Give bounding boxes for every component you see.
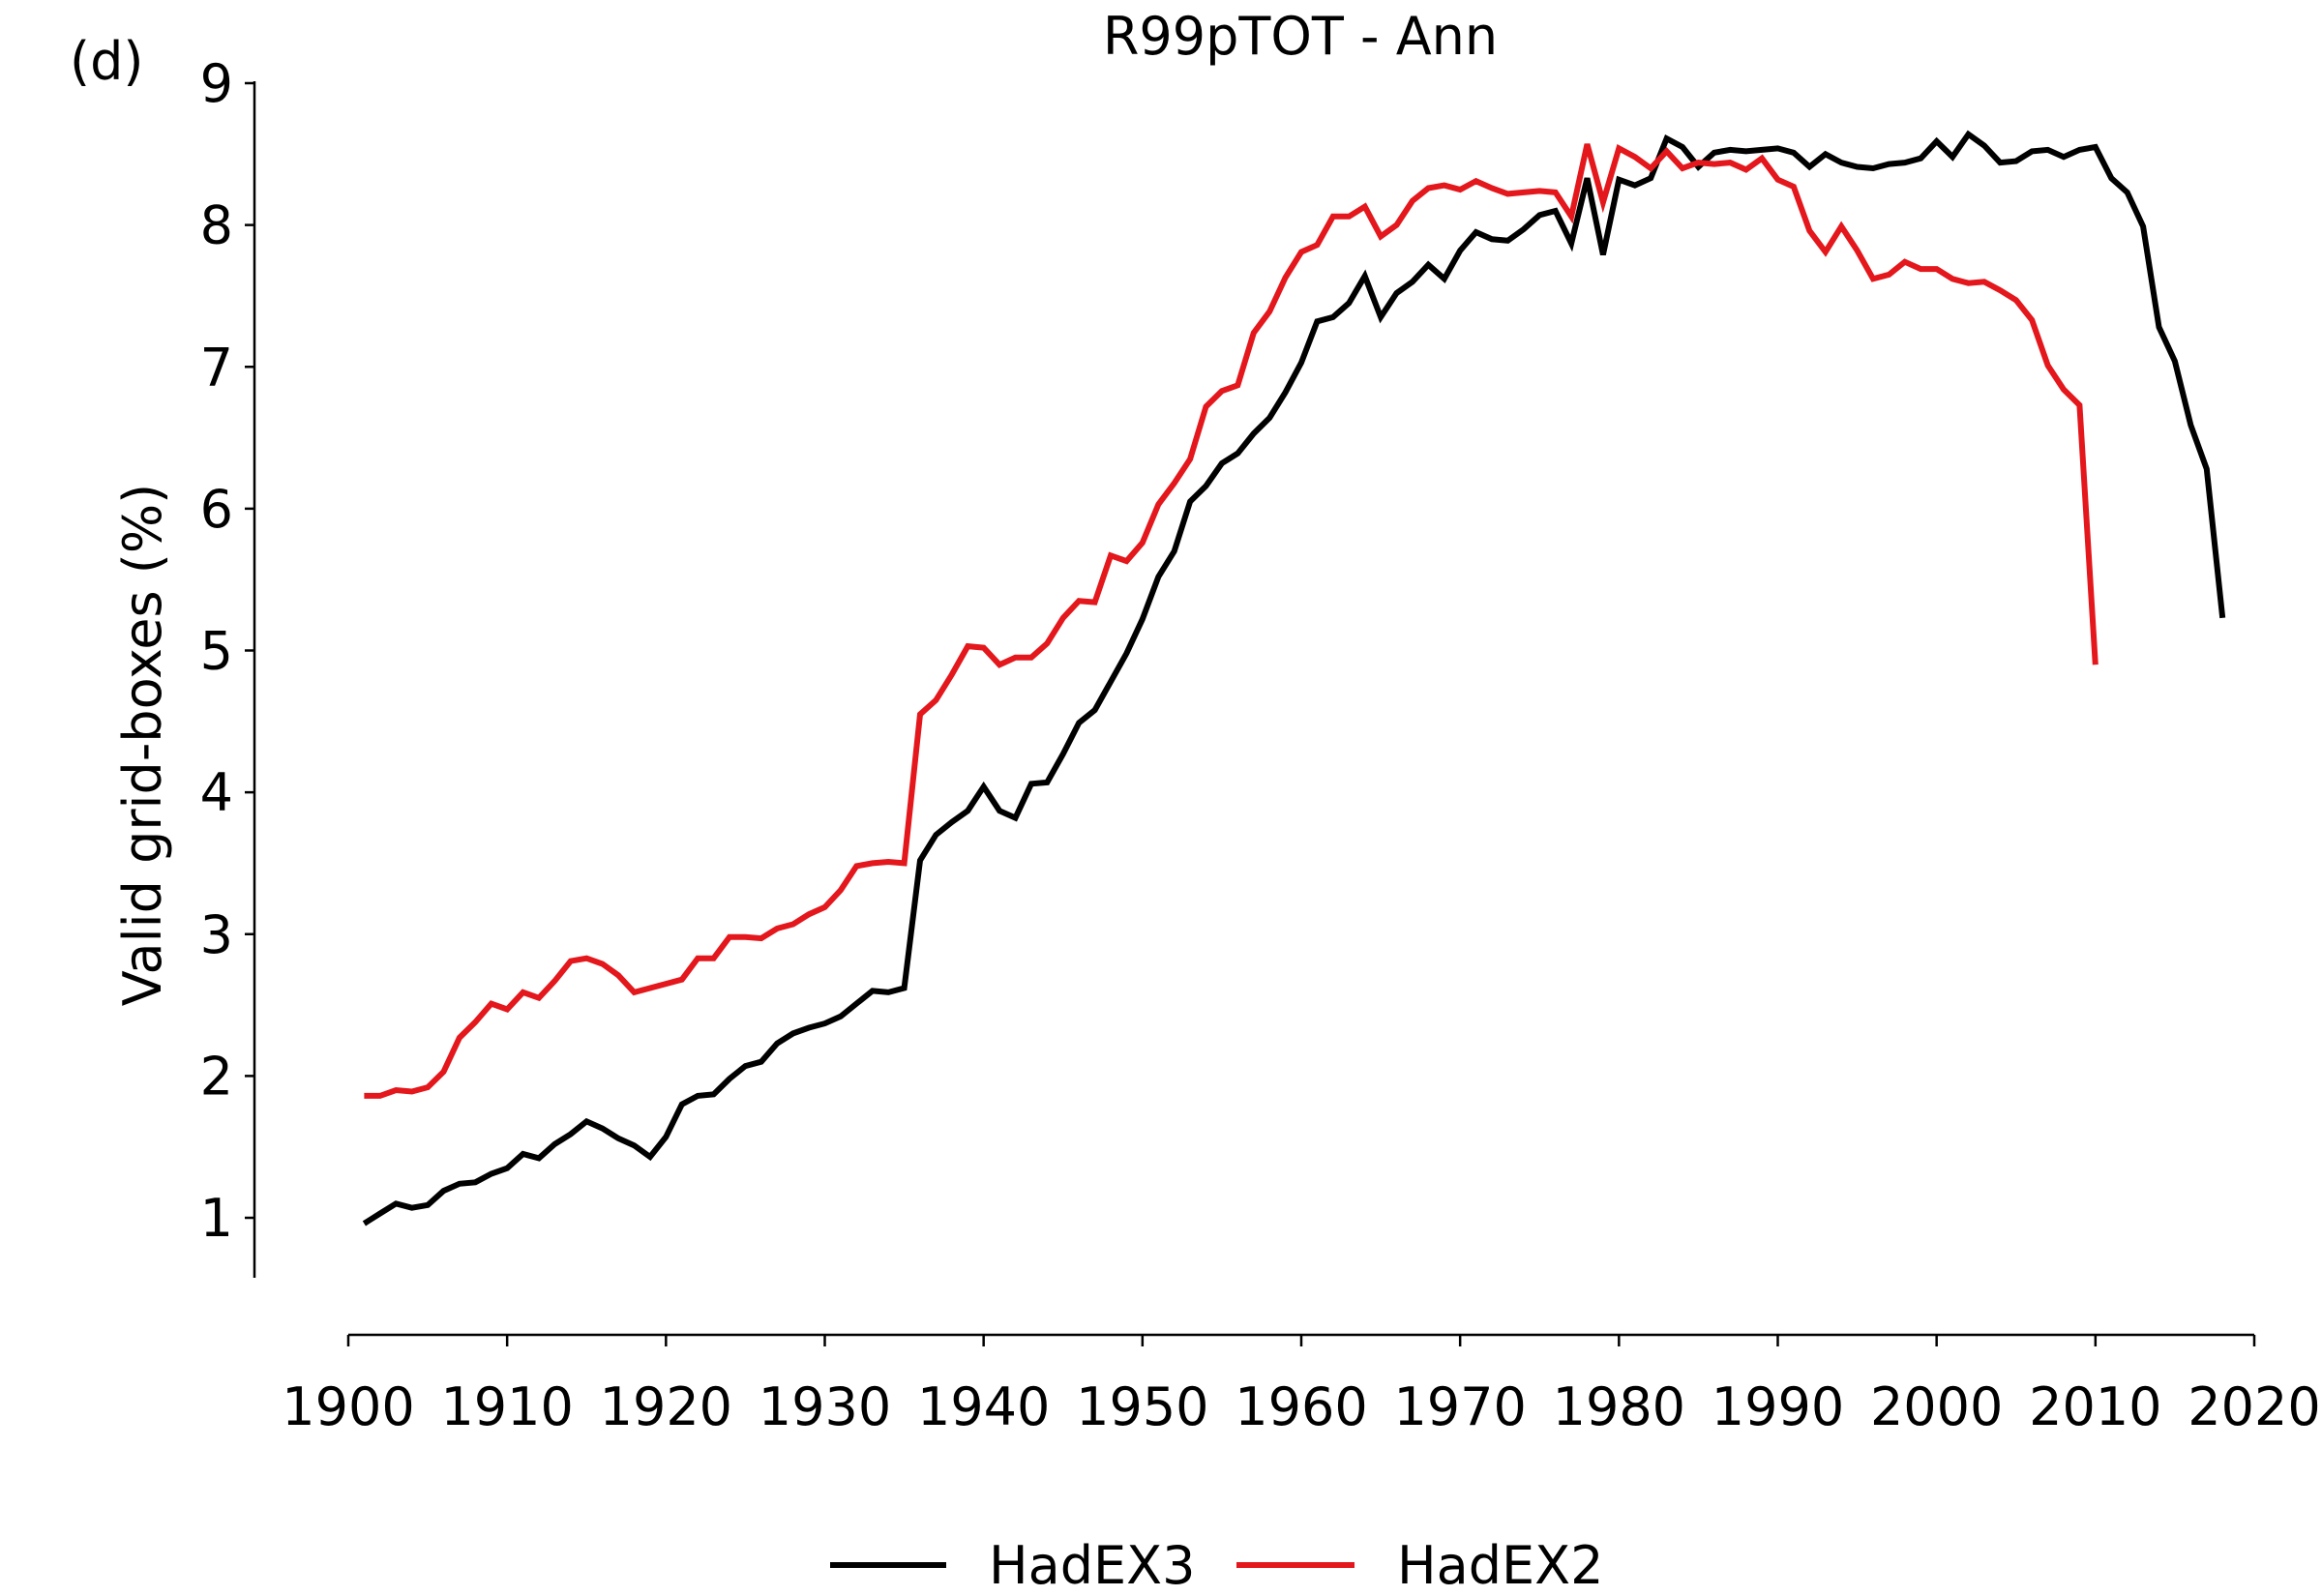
x-tick-label: 1980 xyxy=(1553,1376,1685,1437)
x-tick-label: 1900 xyxy=(282,1376,414,1437)
x-tick-label: 1920 xyxy=(600,1376,732,1437)
x-tick-label: 2020 xyxy=(2188,1376,2320,1437)
y-axis-label: Valid grid-boxes (%) xyxy=(112,484,173,1006)
y-tick-label: 1 xyxy=(200,1188,233,1249)
chart-title: R99pTOT - Ann xyxy=(1103,6,1498,67)
y-tick-label: 3 xyxy=(200,904,233,965)
y-tick-label: 4 xyxy=(200,762,233,823)
x-tick-label: 1950 xyxy=(1076,1376,1208,1437)
legend-label-hadex2: HadEX2 xyxy=(1397,1535,1603,1596)
x-tick-label: 1910 xyxy=(440,1376,573,1437)
x-tick-label: 1960 xyxy=(1235,1376,1367,1437)
x-tick-label: 1940 xyxy=(917,1376,1050,1437)
series-line-hadex2 xyxy=(364,143,2099,1099)
y-tick-label: 7 xyxy=(200,337,233,398)
series-line-hadex3 xyxy=(362,130,2226,1227)
y-tick-label: 2 xyxy=(200,1046,233,1107)
y-tick-label: 8 xyxy=(200,195,233,256)
x-tick-label: 1970 xyxy=(1393,1376,1526,1437)
x-tick-label: 2000 xyxy=(1870,1376,2003,1437)
y-axis: 1 2 3 4 5 6 7 8 9 xyxy=(200,53,256,1278)
y-tick-label: 6 xyxy=(200,479,233,540)
x-tick-label: 2010 xyxy=(2029,1376,2161,1437)
legend: HadEX3 HadEX2 xyxy=(830,1535,1603,1596)
series-lines xyxy=(362,130,2226,1227)
x-tick-label: 1990 xyxy=(1712,1376,1844,1437)
x-axis: 1900 1910 1920 1930 1940 1950 1960 1970 1980 1990… xyxy=(282,1333,2321,1437)
y-tick-label: 9 xyxy=(200,53,233,114)
x-tick-label: 1930 xyxy=(759,1376,891,1437)
panel-label: (d) xyxy=(70,31,143,92)
y-tick-label: 5 xyxy=(200,621,233,682)
legend-label-hadex3: HadEX3 xyxy=(989,1535,1195,1596)
